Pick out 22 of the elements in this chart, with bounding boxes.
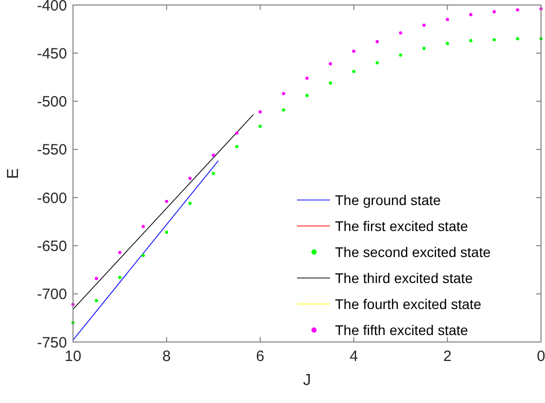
legend-label: The fifth excited state <box>335 322 468 338</box>
x-tick-label: 10 <box>64 348 82 365</box>
x-tick-label: 0 <box>536 348 545 365</box>
y-tick-label: -450 <box>36 45 67 62</box>
x-tick-label: 2 <box>443 348 452 365</box>
x-tick-label: 8 <box>162 348 171 365</box>
y-tick-label: -650 <box>36 238 67 255</box>
y-tick-label: -500 <box>36 94 67 111</box>
legend-label: The third excited state <box>335 270 473 286</box>
legend-label: The fourth excited state <box>335 296 482 312</box>
y-tick-label: -700 <box>36 286 67 304</box>
y-tick-label: -600 <box>36 190 67 207</box>
y-tick-label: -550 <box>36 142 67 159</box>
x-axis-title: J <box>303 372 311 389</box>
y-axis-title: E <box>5 168 22 179</box>
legend-label: The second excited state <box>335 244 491 260</box>
x-tick-label: 6 <box>256 348 264 365</box>
legend-label: The ground state <box>335 192 442 208</box>
y-tick-label: -750 <box>36 334 67 352</box>
y-tick-label: -400 <box>36 0 67 14</box>
x-tick-label: 4 <box>350 348 358 365</box>
legend-label: The first excited state <box>335 218 468 234</box>
